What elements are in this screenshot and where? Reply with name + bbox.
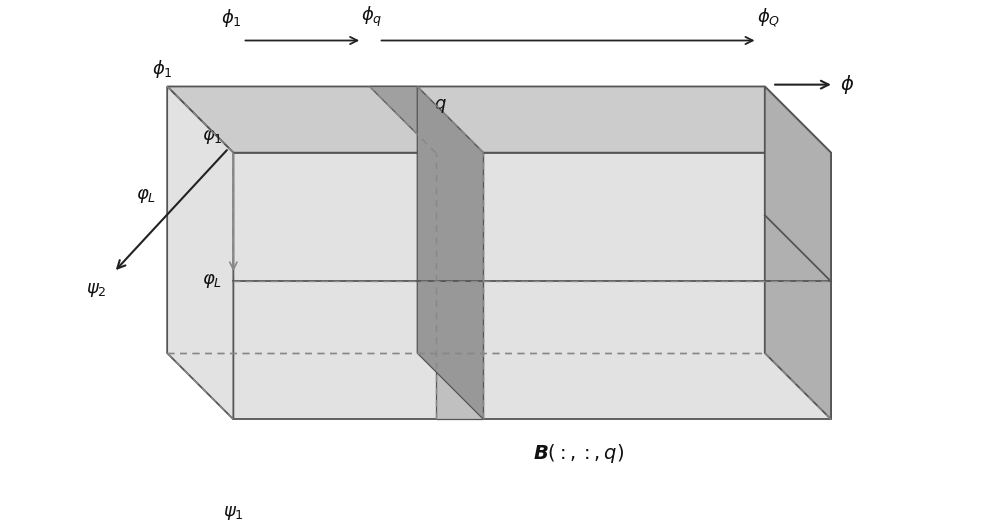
Polygon shape [167,86,831,153]
Polygon shape [417,86,483,419]
Text: $q$: $q$ [434,97,447,115]
Polygon shape [765,86,831,419]
Text: $\varphi_L$: $\varphi_L$ [202,272,222,290]
Text: $\psi_1$: $\psi_1$ [223,504,244,520]
Text: $\phi_Q$: $\phi_Q$ [757,7,780,30]
Text: $\phi$: $\phi$ [840,73,854,96]
Text: $\phi_1$: $\phi_1$ [152,58,173,80]
Text: $\phi_q$: $\phi_q$ [361,5,382,30]
Polygon shape [233,153,831,419]
Text: $\boldsymbol{B}(:,:,q)$: $\boldsymbol{B}(:,:,q)$ [533,443,624,465]
Polygon shape [369,86,483,153]
Text: $\varphi_1$: $\varphi_1$ [202,128,222,146]
Text: $\psi_2$: $\psi_2$ [86,281,106,300]
Polygon shape [167,86,233,419]
Text: $\phi_1$: $\phi_1$ [221,7,242,30]
Text: $\varphi_L$: $\varphi_L$ [136,187,156,205]
Polygon shape [436,153,483,419]
